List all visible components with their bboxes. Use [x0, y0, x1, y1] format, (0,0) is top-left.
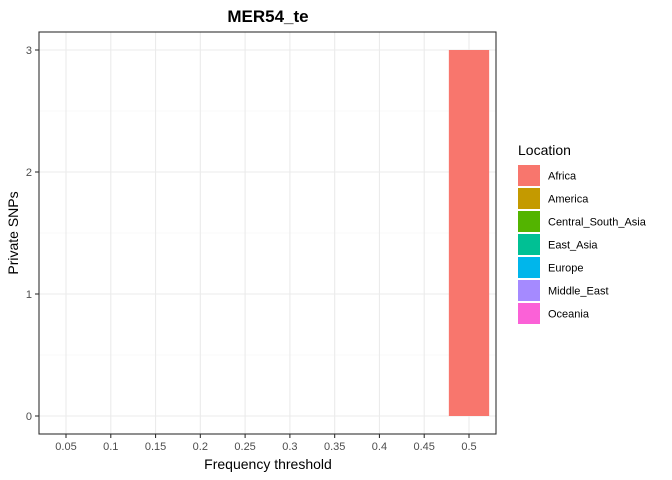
legend-key-europe [518, 257, 540, 278]
legend-label: Oceania [548, 309, 590, 321]
legend-label: Middle_East [548, 286, 609, 298]
legend-key-middle-east [518, 280, 540, 301]
legend-label: Africa [548, 171, 577, 183]
y-axis-title: Private SNPs [5, 191, 21, 274]
x-tick-label: 0.5 [461, 441, 476, 453]
x-tick-label: 0.45 [414, 441, 435, 453]
legend-key-america [518, 188, 540, 209]
x-tick-label: 0.35 [324, 441, 345, 453]
y-tick-label: 0 [26, 411, 32, 423]
grid [39, 32, 496, 434]
x-tick-label: 0.05 [55, 441, 76, 453]
chart-title: MER54_te [227, 7, 308, 26]
legend: Location Africa America Central_South_Asia… [518, 142, 647, 324]
x-tick-label: 0.15 [145, 441, 166, 453]
y-tick-label: 2 [26, 167, 32, 179]
bars [448, 50, 490, 416]
y-tick-label: 3 [26, 45, 32, 57]
legend-key-africa [518, 165, 540, 186]
x-tick-label: 0.4 [372, 441, 387, 453]
legend-key-central-south-asia [518, 211, 540, 232]
legend-label: Europe [548, 263, 583, 275]
legend-title: Location [518, 142, 571, 158]
x-tick-label: 0.1 [103, 441, 118, 453]
panel-border [38, 31, 497, 435]
y-tick-label: 1 [26, 289, 32, 301]
bar-africa [448, 50, 490, 416]
legend-key-east-asia [518, 234, 540, 255]
x-axis-title: Frequency threshold [204, 456, 332, 472]
legend-key-oceania [518, 303, 540, 324]
x-tick-label: 0.3 [282, 441, 297, 453]
legend-label: Central_South_Asia [548, 217, 647, 229]
legend-label: East_Asia [548, 240, 598, 252]
legend-label: America [548, 194, 589, 206]
y-axis: 0 1 2 3 [26, 45, 39, 423]
x-axis: 0.05 0.1 0.15 0.2 0.25 0.3 0.35 0.4 0.45 0.5 [55, 434, 477, 453]
x-tick-label: 0.25 [234, 441, 255, 453]
x-tick-label: 0.2 [193, 441, 208, 453]
